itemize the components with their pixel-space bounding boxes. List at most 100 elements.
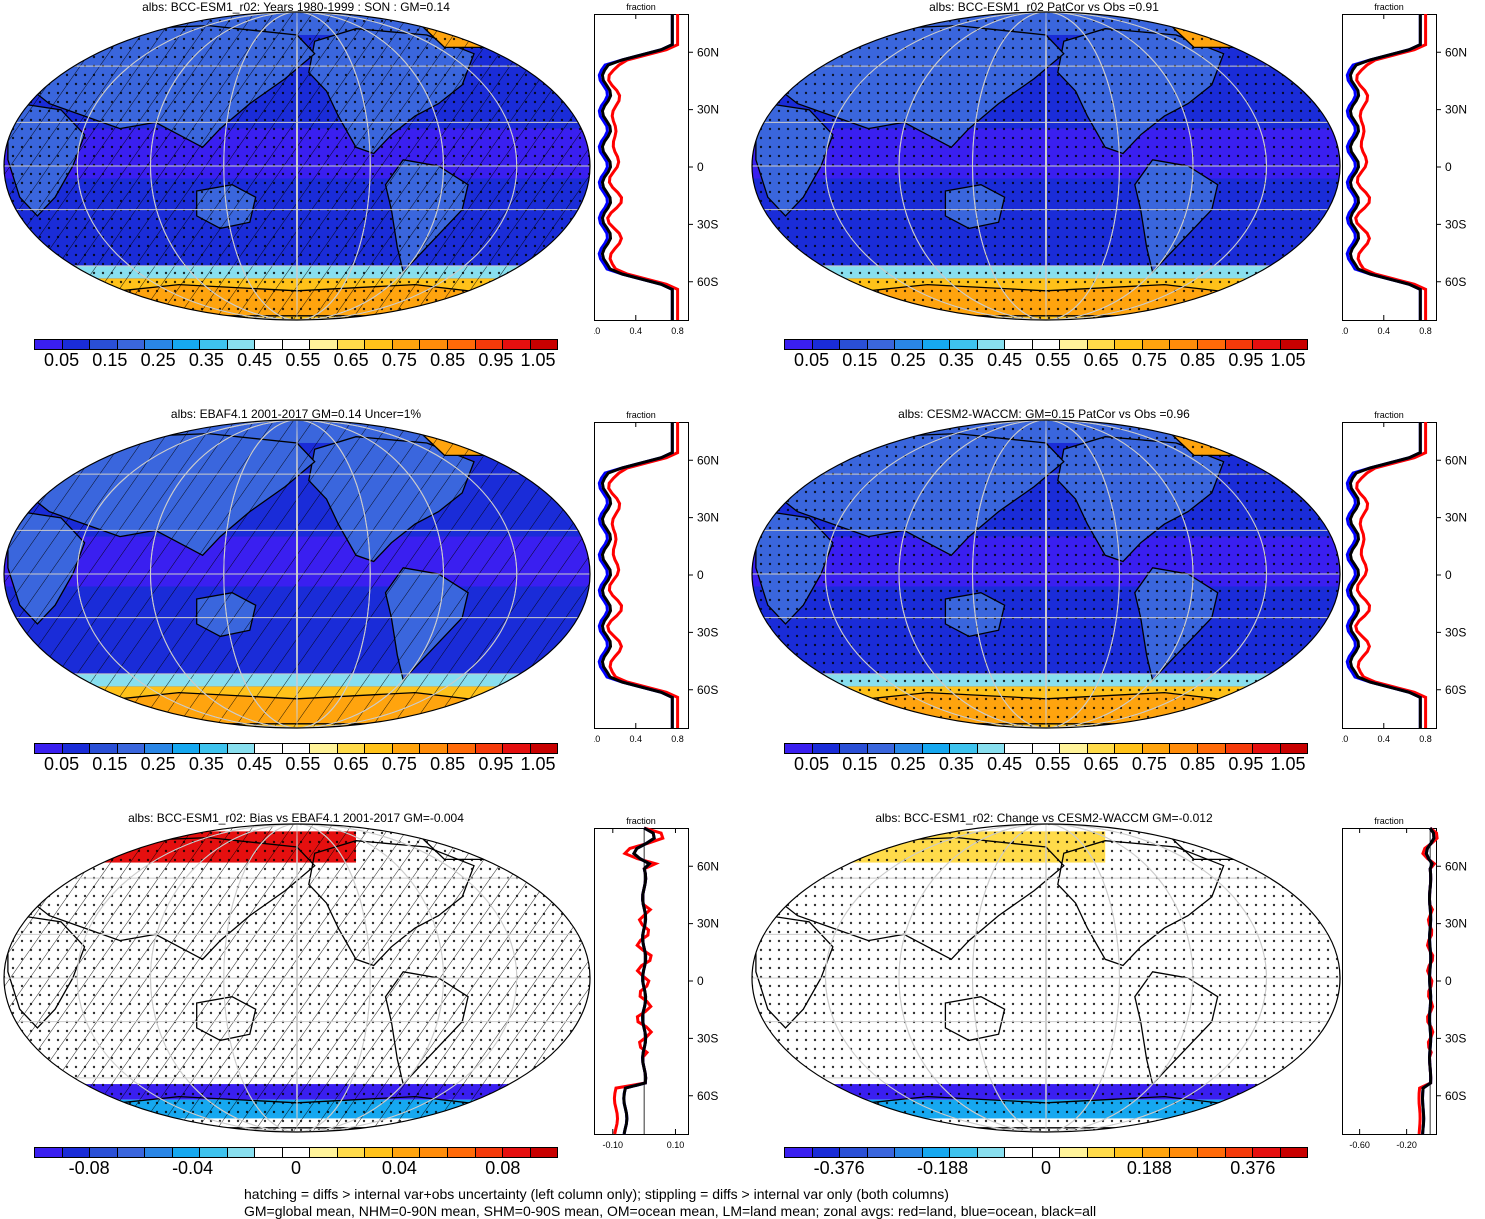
zonal-line-land (1354, 422, 1428, 728)
colorbar-tick-label: 0.35 (188, 754, 224, 774)
colorbar-tick-label: -0.188 (917, 1158, 969, 1178)
colorbar-tick-label: 1.05 (520, 754, 556, 774)
zonal-line-land (612, 826, 665, 1135)
robinson-map (3, 11, 591, 321)
colorbar-cell (475, 1148, 504, 1157)
footer-line-2: GM=global mean, NHM=0-90N mean, SHM=0-90… (244, 1203, 1097, 1219)
zonal-line-land (606, 422, 680, 728)
colorbar-cell (785, 744, 813, 753)
colorbar-tick-label: 0.25 (140, 754, 176, 774)
colorbar-cell (227, 1148, 256, 1157)
colorbar-tick-label: 1.05 (520, 350, 556, 370)
colorbar-tick-label: 0.95 (1228, 754, 1264, 774)
colorbar-cell (1142, 744, 1171, 753)
colorbar-cell (310, 340, 338, 349)
zonal-axis-label: fraction (626, 816, 656, 826)
lat-tick-label: 60N (697, 859, 719, 873)
zonal-line-ocean (597, 14, 674, 320)
map-border (3, 11, 591, 321)
colorbar-tick-label: 0.15 (842, 754, 878, 774)
colorbar-cell (392, 744, 421, 753)
colorbar-tick-label: 0.75 (381, 350, 417, 370)
map-border (751, 419, 1341, 729)
colorbar-tick-label: 0.35 (188, 350, 224, 370)
colorbar-tick-label: 0.05 (794, 350, 830, 370)
colorbar-cell (420, 744, 448, 753)
zonal-axis-label: fraction (1374, 2, 1404, 12)
colorbar-cell (1197, 340, 1226, 349)
lat-tick-label: 60S (697, 683, 718, 697)
zonal-x-tick-label: -0.60 (1349, 1140, 1370, 1150)
zonal-x-tick-label: 0.10 (667, 1140, 685, 1150)
colorbar-cell (365, 340, 393, 349)
colorbar-cell (145, 1148, 173, 1157)
colorbar-cell (447, 1148, 476, 1157)
colorbar-tick-label: 0.85 (1180, 754, 1216, 774)
zonal-axis-label: fraction (626, 2, 656, 12)
colorbar-cell (1225, 744, 1254, 753)
colorbar-tick-label: 0.35 (938, 754, 974, 774)
colorbar-cell (337, 744, 366, 753)
colorbar-cell (117, 1148, 146, 1157)
colorbar-cell (145, 340, 173, 349)
map-border (751, 11, 1341, 321)
zonal-line-all (1420, 827, 1436, 1135)
zonal-x-tick-label: 0.4 (1378, 734, 1391, 744)
colorbar-cell (1060, 1148, 1088, 1157)
colorbar-cell (867, 340, 896, 349)
colorbar-cell (1280, 1148, 1308, 1157)
colorbar-cell (785, 340, 813, 349)
colorbar-tick-label: 0.25 (890, 350, 926, 370)
colorbar-cell (1225, 1148, 1254, 1157)
zonal-x-tick-label: 0.0 (594, 326, 600, 336)
colorbar-tick-label: 0.04 (381, 1158, 417, 1178)
colorbar-cell (1115, 1148, 1143, 1157)
colorbar-cell (255, 1148, 283, 1157)
colorbar-cell (420, 340, 448, 349)
lat-tick-label: 30N (1445, 103, 1467, 117)
lat-tick-label: 60N (1445, 859, 1467, 873)
map-border (751, 823, 1341, 1133)
colorbar-tick-label: 0.55 (1035, 350, 1071, 370)
zonal-mean-plot: fraction 60N 30N 0 30S 60S 0.0 0.4 0.8 (1342, 2, 1467, 336)
lat-tick-label: 30N (1445, 511, 1467, 525)
map-border (3, 419, 591, 729)
colorbar-tick-label: 0.45 (237, 350, 273, 370)
colorbar-cell (1032, 340, 1061, 349)
colorbar-tick-label: 0.35 (938, 350, 974, 370)
robinson-map (751, 11, 1341, 321)
colorbar-cell (475, 340, 504, 349)
colorbar-cell (530, 340, 558, 349)
lat-tick-label: 0 (697, 568, 704, 582)
colorbar-tick-label: 0.55 (1035, 754, 1071, 774)
lat-tick-label: 60S (1445, 275, 1466, 289)
colorbar-tick-label: 0.65 (1083, 754, 1119, 774)
map-border (3, 823, 591, 1133)
robinson-map (3, 823, 591, 1133)
colorbar-cell (812, 1148, 841, 1157)
colorbar-cell (1280, 744, 1308, 753)
lat-tick-label: 30S (697, 1031, 718, 1045)
colorbar-tick-label: 0.95 (478, 350, 514, 370)
colorbar-cell (1170, 340, 1198, 349)
colorbar-cell (90, 1148, 118, 1157)
colorbar-tick-label: 0.95 (478, 754, 514, 774)
colorbar-cell (172, 340, 201, 349)
colorbar-cell (227, 340, 256, 349)
colorbar-tick-label: 0.55 (285, 350, 321, 370)
colorbar-cell (62, 744, 91, 753)
colorbar-tick-label: 0 (290, 1158, 302, 1178)
robinson-map (751, 823, 1341, 1133)
lat-tick-label: 0 (1445, 160, 1452, 174)
colorbar-cell (1170, 744, 1198, 753)
colorbar-cell (840, 340, 868, 349)
colorbar-cell (35, 744, 63, 753)
colorbar-cell (200, 744, 228, 753)
colorbar-cell (503, 340, 531, 349)
colorbar-tick-label: 0.45 (237, 754, 273, 774)
colorbar-tick-label: 0.65 (333, 754, 369, 774)
colorbar-cell (392, 1148, 421, 1157)
colorbar-cell (1197, 1148, 1226, 1157)
zonal-x-tick-label: 0.8 (1419, 734, 1432, 744)
colorbar-tick-label: 0.85 (430, 754, 466, 774)
